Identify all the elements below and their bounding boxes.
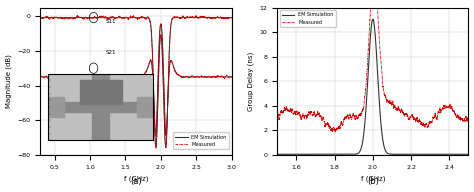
Y-axis label: Group Delay (ns): Group Delay (ns) [247, 52, 254, 111]
Y-axis label: Magnitude (dB): Magnitude (dB) [6, 54, 12, 108]
Text: S21: S21 [106, 50, 116, 55]
X-axis label: f (GHz): f (GHz) [124, 175, 148, 182]
Text: S11: S11 [106, 19, 116, 24]
Text: (a): (a) [130, 177, 142, 186]
Legend: EM Simulation, Measured: EM Simulation, Measured [173, 132, 229, 150]
X-axis label: f (GHz): f (GHz) [361, 175, 385, 182]
Legend: EM Simulation, Measured: EM Simulation, Measured [280, 10, 336, 27]
Text: (b): (b) [367, 177, 379, 186]
